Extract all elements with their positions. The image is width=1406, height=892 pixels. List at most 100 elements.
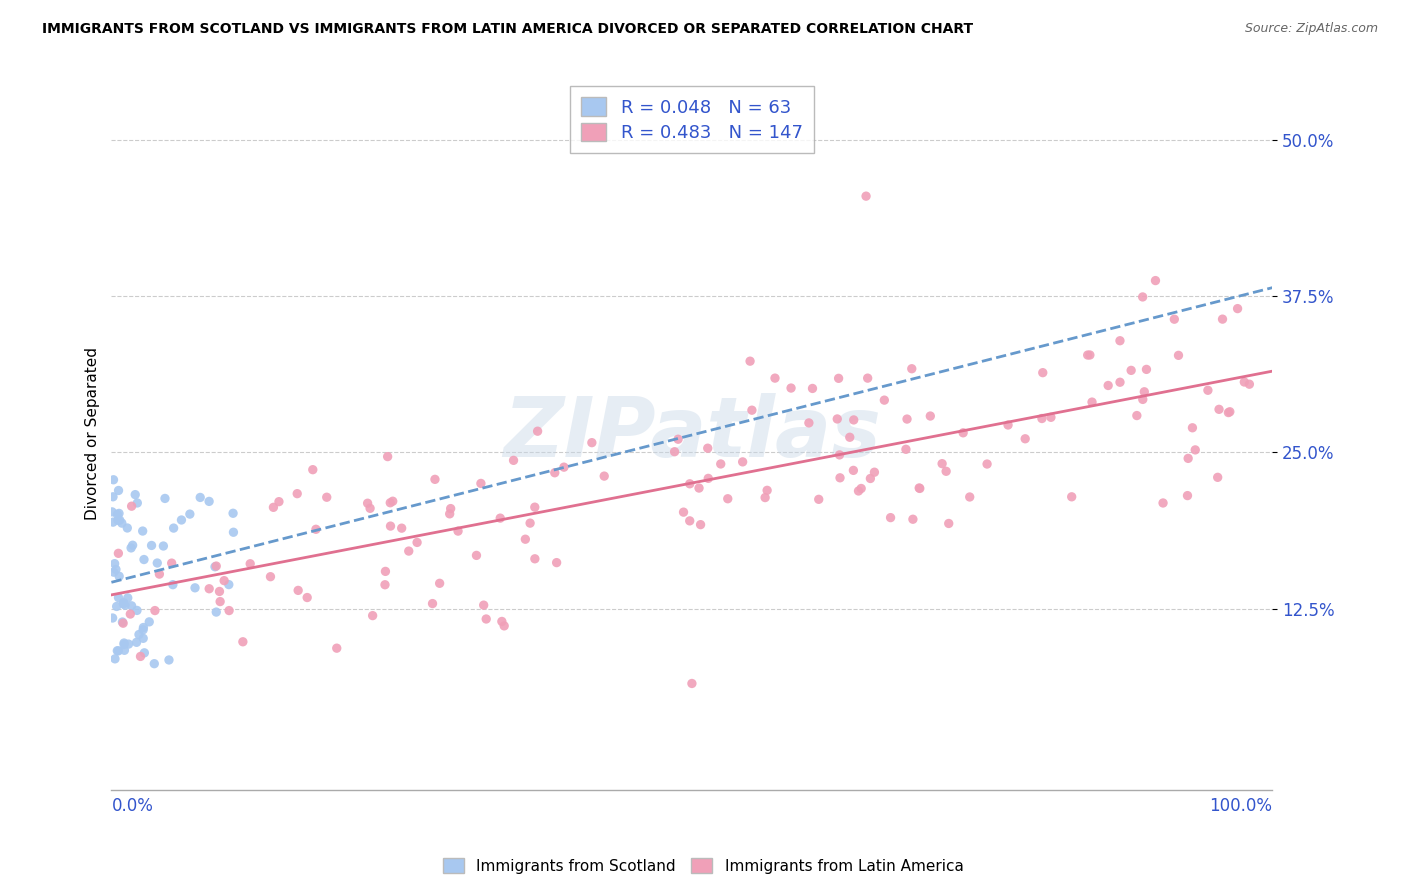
Point: [121, 599, 143, 613]
Point: [859, 471, 882, 485]
Point: [717, 491, 740, 506]
Point: [553, 460, 575, 475]
Point: [162, 577, 184, 591]
Point: [143, 657, 166, 671]
Point: [398, 544, 420, 558]
Point: [170, 513, 193, 527]
Point: [112, 616, 135, 631]
Point: [138, 615, 160, 629]
Point: [107, 513, 129, 527]
Point: [515, 533, 537, 547]
Point: [262, 500, 284, 515]
Point: [107, 644, 129, 658]
Point: [377, 450, 399, 464]
Text: ZIPatlas: ZIPatlas: [503, 393, 880, 474]
Point: [1121, 363, 1143, 377]
Point: [232, 634, 254, 648]
Point: [780, 381, 803, 395]
Point: [1167, 348, 1189, 362]
Point: [952, 425, 974, 440]
Point: [546, 556, 568, 570]
Point: [153, 491, 176, 506]
Point: [107, 546, 129, 560]
Point: [475, 612, 498, 626]
Point: [873, 393, 896, 408]
Point: [105, 508, 128, 522]
Point: [1077, 348, 1099, 362]
Point: [222, 506, 245, 520]
Point: [491, 615, 513, 629]
Point: [879, 510, 901, 524]
Point: [1197, 384, 1219, 398]
Point: [132, 552, 155, 566]
Y-axis label: Divorced or Separated: Divorced or Separated: [86, 347, 100, 520]
Point: [162, 521, 184, 535]
Point: [731, 455, 754, 469]
Point: [863, 465, 886, 479]
Point: [239, 557, 262, 571]
Point: [1109, 334, 1132, 348]
Point: [222, 525, 245, 540]
Point: [494, 619, 516, 633]
Point: [664, 444, 686, 458]
Point: [1133, 384, 1156, 399]
Point: [1181, 421, 1204, 435]
Point: [112, 636, 135, 650]
Point: [681, 676, 703, 690]
Point: [141, 538, 163, 552]
Point: [157, 653, 180, 667]
Text: IMMIGRANTS FROM SCOTLAND VS IMMIGRANTS FROM LATIN AMERICA DIVORCED OR SEPARATED : IMMIGRANTS FROM SCOTLAND VS IMMIGRANTS F…: [42, 22, 973, 37]
Point: [103, 473, 125, 487]
Point: [114, 598, 136, 612]
Point: [1032, 366, 1054, 380]
Point: [103, 565, 125, 579]
Text: 100.0%: 100.0%: [1209, 797, 1272, 814]
Point: [593, 469, 616, 483]
Point: [696, 441, 718, 455]
Point: [359, 501, 381, 516]
Point: [101, 490, 124, 504]
Point: [1211, 312, 1233, 326]
Point: [856, 371, 879, 385]
Point: [204, 559, 226, 574]
Point: [1126, 409, 1149, 423]
Point: [519, 516, 541, 530]
Point: [125, 635, 148, 649]
Point: [112, 638, 135, 652]
Point: [287, 583, 309, 598]
Point: [489, 511, 512, 525]
Point: [959, 490, 981, 504]
Point: [125, 603, 148, 617]
Point: [121, 499, 143, 513]
Point: [472, 598, 495, 612]
Point: [429, 576, 451, 591]
Point: [104, 557, 127, 571]
Point: [120, 541, 142, 555]
Point: [997, 417, 1019, 432]
Point: [1177, 489, 1199, 503]
Point: [117, 637, 139, 651]
Point: [108, 569, 131, 583]
Point: [146, 556, 169, 570]
Text: Source: ZipAtlas.com: Source: ZipAtlas.com: [1244, 22, 1378, 36]
Point: [797, 416, 820, 430]
Point: [361, 608, 384, 623]
Point: [738, 354, 761, 368]
Point: [121, 538, 143, 552]
Point: [134, 646, 156, 660]
Point: [209, 594, 232, 608]
Point: [439, 507, 461, 521]
Point: [1239, 377, 1261, 392]
Point: [160, 556, 183, 570]
Point: [129, 649, 152, 664]
Point: [1078, 348, 1101, 362]
Point: [666, 432, 689, 446]
Point: [148, 567, 170, 582]
Point: [828, 448, 851, 462]
Point: [679, 514, 702, 528]
Point: [938, 516, 960, 531]
Point: [827, 371, 849, 385]
Point: [326, 641, 349, 656]
Point: [801, 381, 824, 395]
Point: [741, 403, 763, 417]
